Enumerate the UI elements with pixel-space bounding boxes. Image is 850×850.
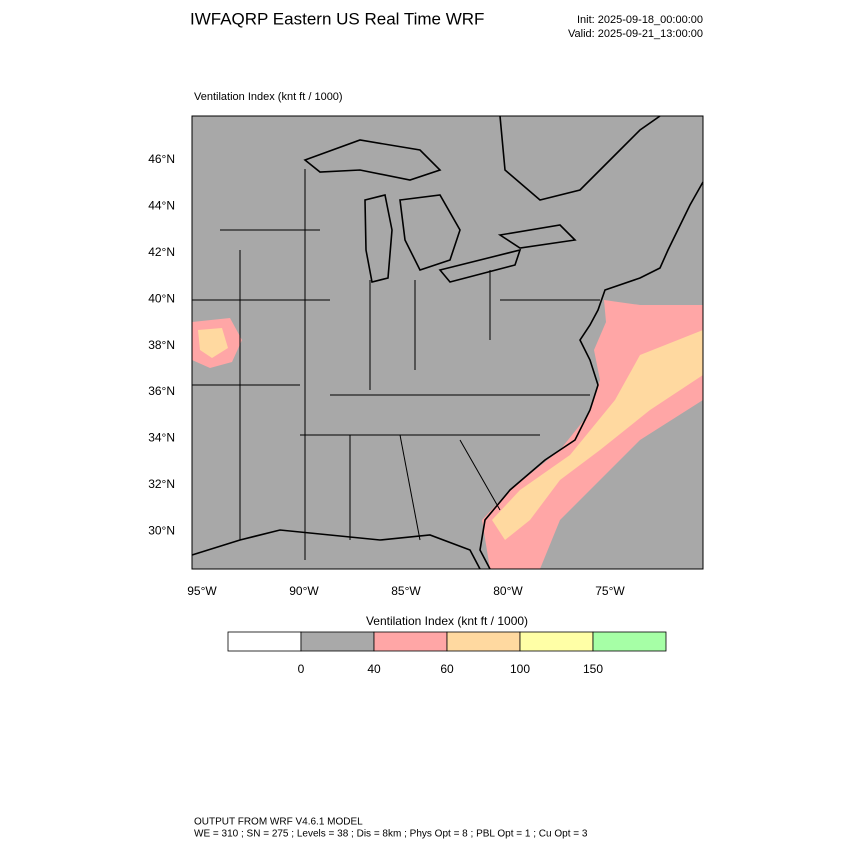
lon-label: 80°W [493, 584, 523, 598]
colorbar-box [227, 631, 302, 652]
lon-label: 85°W [391, 584, 421, 598]
colorbar-tick-label: 100 [510, 662, 530, 676]
map [191, 115, 704, 570]
colorbar-box [519, 631, 594, 652]
lat-label: 38°N [148, 338, 175, 352]
state-lines [192, 169, 600, 560]
init-time: Init: 2025-09-18_00:00:00 [577, 14, 703, 26]
footer-line: OUTPUT FROM WRF V4.6.1 MODEL [194, 817, 363, 828]
colorbar-box [300, 631, 375, 652]
colorbar: 0 40 60 100 150 [227, 631, 667, 676]
lat-label: 46°N [148, 152, 175, 166]
lat-label: 32°N [148, 477, 175, 491]
colorbar-tick-label: 60 [440, 662, 454, 676]
field-higher [492, 330, 703, 540]
colorbar-box [592, 631, 667, 652]
colorbar-box [446, 631, 521, 652]
colorbar-title: Ventilation Index (knt ft / 1000) [366, 614, 528, 628]
colorbar-tick-label: 40 [367, 662, 381, 676]
lon-label: 75°W [595, 584, 625, 598]
lat-label: 30°N [148, 523, 175, 537]
coastlines [191, 115, 704, 570]
footer-line: WE = 310 ; SN = 275 ; Levels = 38 ; Dis … [194, 829, 588, 840]
field-higher-west [198, 328, 228, 358]
map-frame [191, 115, 704, 570]
map-label: Ventilation Index (knt ft / 1000) [194, 91, 343, 103]
lon-label: 95°W [187, 584, 217, 598]
lat-label: 36°N [148, 384, 175, 398]
lat-label: 44°N [148, 199, 175, 213]
valid-time: Valid: 2025-09-21_13:00:00 [568, 28, 703, 40]
lat-label: 42°N [148, 245, 175, 259]
lat-label: 34°N [148, 431, 175, 445]
title: IWFAQRP Eastern US Real Time WRF [190, 9, 484, 28]
lat-label: 40°N [148, 291, 175, 305]
colorbar-tick-label: 150 [583, 662, 603, 676]
colorbar-tick-label: 0 [298, 662, 305, 676]
colorbar-box [373, 631, 448, 652]
lon-label: 90°W [289, 584, 319, 598]
